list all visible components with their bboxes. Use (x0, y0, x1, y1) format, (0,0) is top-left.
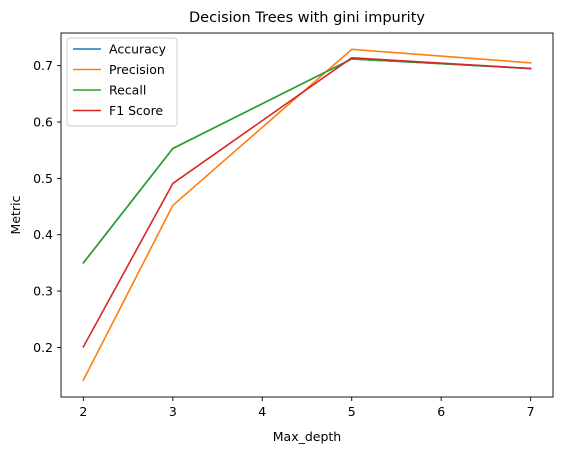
x-tick-label: 5 (348, 404, 356, 419)
series-layer (82, 48, 532, 382)
series-line-f1-score (82, 56, 532, 348)
y-tick-label: 0.4 (33, 227, 53, 242)
y-axis-label: Metric (8, 195, 23, 234)
x-tick-label: 2 (79, 404, 87, 419)
x-tick-label: 3 (169, 404, 177, 419)
legend-label: Accuracy (109, 42, 167, 57)
x-tick-label: 6 (437, 404, 445, 419)
legend: Accuracy Precision Recall F1 Score (66, 37, 178, 127)
legend-label: Recall (109, 83, 146, 98)
x-axis: 2 3 4 5 6 7 (79, 397, 535, 419)
y-axis: 0.2 0.3 0.4 0.5 0.6 0.7 (33, 58, 61, 355)
legend-label: F1 Score (109, 103, 163, 118)
y-tick-label: 0.3 (33, 284, 53, 299)
x-tick-label: 7 (527, 404, 535, 419)
legend-box (66, 37, 178, 127)
x-tick-label: 4 (258, 404, 266, 419)
series-line-precision (82, 48, 532, 382)
plot-frame (60, 32, 554, 398)
y-tick-label: 0.6 (33, 115, 53, 130)
y-tick-label: 0.7 (33, 58, 53, 73)
y-tick-label: 0.2 (33, 340, 53, 355)
chart-title: Decision Trees with gini impurity (189, 10, 425, 26)
x-axis-label: Max_depth (273, 429, 341, 444)
y-tick-label: 0.5 (33, 171, 53, 186)
legend-label: Precision (109, 62, 165, 77)
